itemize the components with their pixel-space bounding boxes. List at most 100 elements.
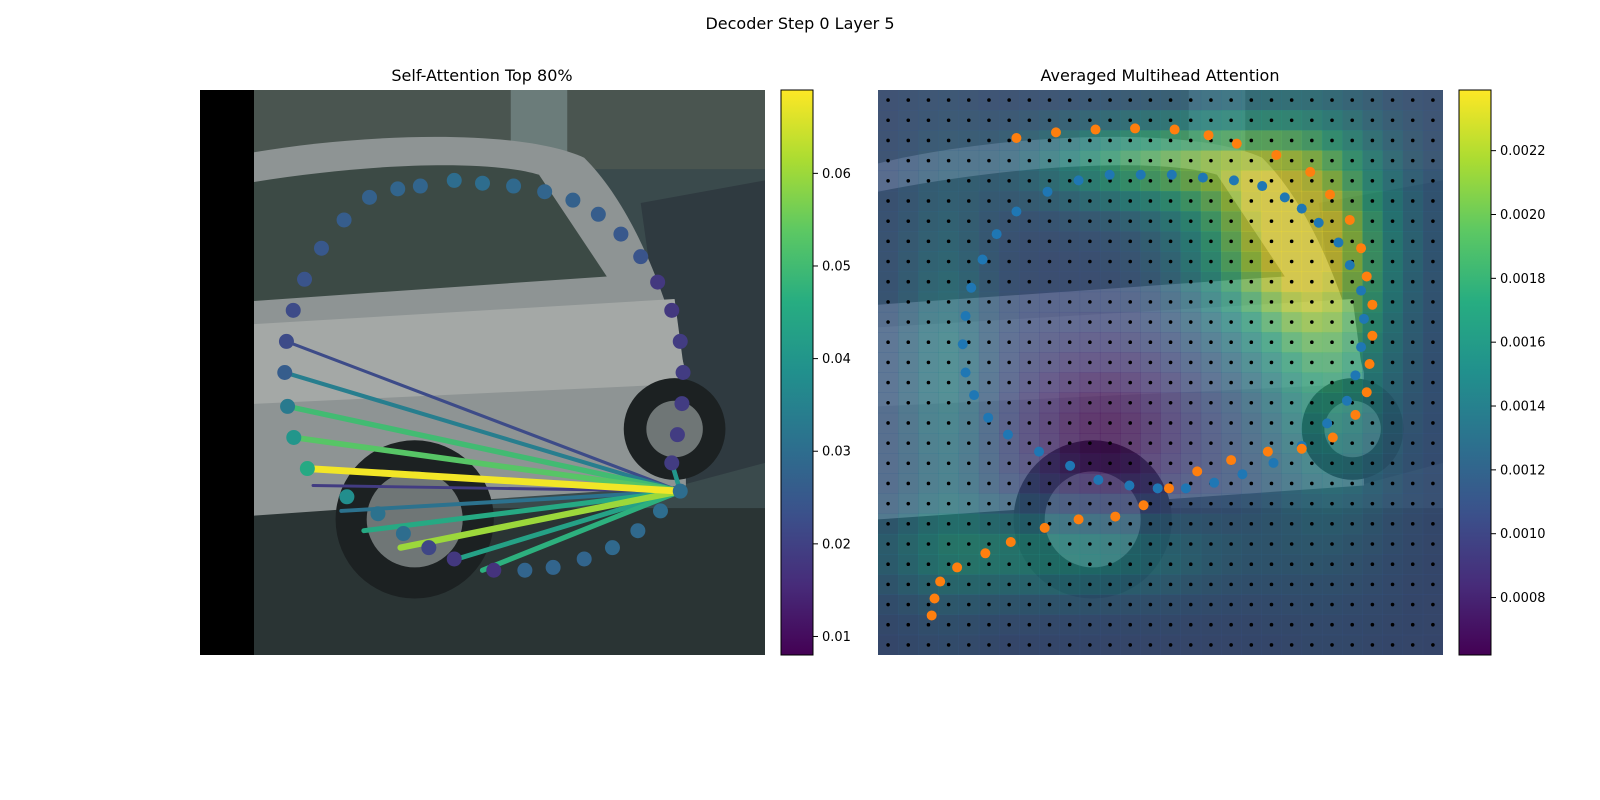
grid-dot <box>1067 643 1072 647</box>
grid-dot <box>1047 219 1052 223</box>
grid-dot <box>1330 279 1334 284</box>
grid-dot <box>1108 643 1112 647</box>
grid-dot <box>1310 501 1314 506</box>
grid-dot <box>886 300 890 304</box>
query-point <box>664 302 680 318</box>
grid-dot <box>1289 279 1294 284</box>
grid-dot <box>886 179 890 183</box>
orange-sampling-point <box>1163 483 1174 494</box>
grid-dot <box>1431 340 1435 345</box>
query-point <box>590 206 606 222</box>
grid-dot <box>1350 380 1354 385</box>
blue-reference-point <box>1356 285 1367 296</box>
grid-dot <box>987 179 991 183</box>
grid-dot <box>1108 421 1112 425</box>
grid-dot <box>1431 118 1435 123</box>
grid-dot <box>1148 219 1153 223</box>
grid-dot <box>967 360 971 365</box>
grid-dot <box>1067 199 1072 203</box>
grid-dot <box>1269 602 1274 607</box>
grid-dot <box>1350 481 1354 486</box>
grid-dot <box>1168 118 1173 123</box>
panel-1-title: Self-Attention Top 80% <box>391 66 572 85</box>
grid-dot <box>1088 602 1092 607</box>
orange-sampling-point <box>1325 189 1335 200</box>
grid-dot <box>1027 421 1032 425</box>
grid-dot <box>1249 239 1254 244</box>
grid-dot <box>1128 522 1133 526</box>
grid-dot <box>1088 279 1092 284</box>
blue-reference-point <box>1093 474 1104 485</box>
grid-dot <box>1390 602 1395 607</box>
grid-dot <box>1027 522 1032 526</box>
grid-dot <box>1310 622 1314 627</box>
grid-dot <box>1007 279 1011 284</box>
grid-dot <box>1188 158 1193 163</box>
grid-dot <box>1249 481 1254 486</box>
grid-dot <box>1047 340 1052 345</box>
grid-dot <box>1289 481 1294 486</box>
grid-dot <box>1128 219 1133 223</box>
grid-dot <box>946 542 951 546</box>
grid-dot <box>1088 643 1092 647</box>
grid-dot <box>1350 522 1354 526</box>
grid-dot <box>1310 320 1314 324</box>
grid-dot <box>1249 259 1254 264</box>
orange-sampling-point <box>1364 359 1375 370</box>
grid-dot <box>1209 98 1213 102</box>
grid-dot <box>1148 320 1153 324</box>
grid-dot <box>1108 481 1112 486</box>
attention-link <box>284 339 682 493</box>
grid-dot <box>1289 421 1294 425</box>
grid-dot <box>1289 239 1294 244</box>
grid-dot <box>987 501 991 506</box>
grid-dot <box>946 158 951 163</box>
attention-link <box>284 403 683 494</box>
grid-dot <box>1269 199 1274 203</box>
grid-dot <box>1350 602 1354 607</box>
grid-dot <box>1007 320 1011 324</box>
grid-dot <box>926 622 931 627</box>
grid-dot <box>1229 98 1233 102</box>
grid-dot <box>1350 300 1354 304</box>
grid-dot <box>1410 279 1415 284</box>
grid-dot <box>1168 158 1173 163</box>
grid-dot <box>1229 158 1233 163</box>
grid-dot <box>946 400 951 405</box>
grid-dot <box>1269 98 1274 102</box>
grid-dot <box>1390 199 1395 203</box>
grid-dot <box>1310 602 1314 607</box>
grid-dot <box>1310 118 1314 123</box>
grid-dot <box>1007 179 1011 183</box>
grid-dot <box>906 562 911 566</box>
blue-reference-point <box>1073 175 1084 186</box>
grid-dot <box>1390 98 1395 102</box>
orange-sampling-point <box>1262 446 1273 457</box>
grid-dot <box>987 138 991 143</box>
grid-dot <box>1330 602 1334 607</box>
grid-dot <box>1188 219 1193 223</box>
grid-dot <box>1067 501 1072 506</box>
grid-dot <box>1188 643 1193 647</box>
grid-dot <box>1310 279 1314 284</box>
grid-dot <box>946 340 951 345</box>
grid-dot <box>1047 622 1052 627</box>
grid-dot <box>1067 340 1072 345</box>
orange-sampling-point <box>1356 243 1367 254</box>
grid-dot <box>1229 441 1233 445</box>
grid-dot <box>1289 340 1294 345</box>
grid-dot <box>987 118 991 123</box>
grid-dot <box>1269 501 1274 506</box>
grid-dot <box>1047 239 1052 244</box>
grid-dot <box>1188 199 1193 203</box>
grid-dot <box>1390 380 1395 385</box>
grid-dot <box>926 239 931 244</box>
grid-dot <box>1289 138 1294 143</box>
grid-dot <box>1128 582 1133 587</box>
grid-dot <box>1350 643 1354 647</box>
orange-sampling-point <box>1305 166 1316 177</box>
grid-dot <box>1370 622 1375 627</box>
grid-dot <box>1431 138 1435 143</box>
grid-dot <box>1289 602 1294 607</box>
grid-dot <box>906 380 911 385</box>
